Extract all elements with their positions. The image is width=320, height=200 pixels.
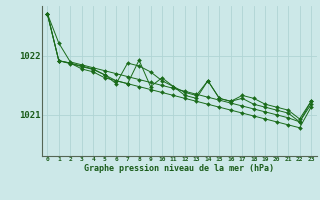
X-axis label: Graphe pression niveau de la mer (hPa): Graphe pression niveau de la mer (hPa): [84, 164, 274, 173]
